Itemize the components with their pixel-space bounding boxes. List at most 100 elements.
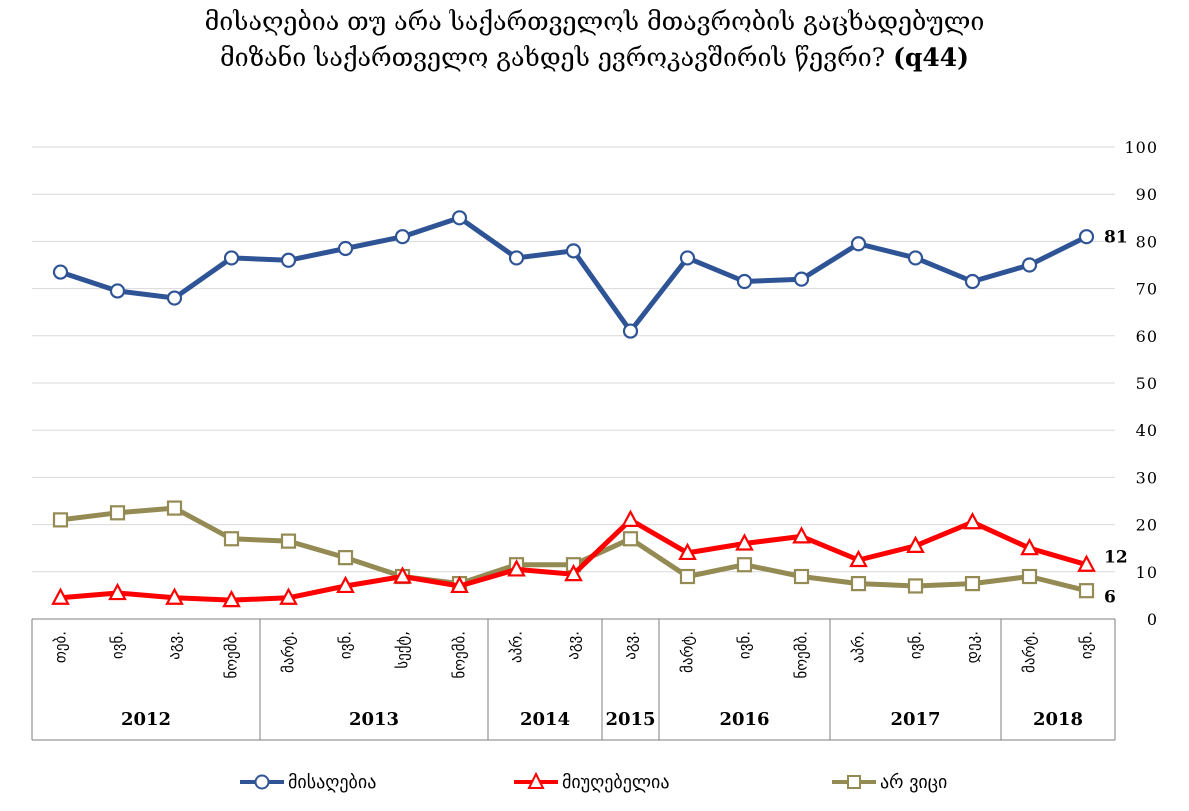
data-point xyxy=(109,505,126,521)
data-point xyxy=(621,509,640,527)
data-point xyxy=(279,587,298,605)
data-point xyxy=(222,589,241,608)
data-point xyxy=(793,271,810,287)
legend-circle-marker-icon xyxy=(240,774,284,790)
legend-triangle-marker-icon xyxy=(514,772,558,789)
data-point xyxy=(850,575,867,592)
y-tick-label: 10 xyxy=(1136,563,1158,582)
x-tick-label: ნოემბ. xyxy=(223,631,241,679)
data-point xyxy=(679,250,696,266)
data-point xyxy=(622,531,639,547)
legend-label-accept: მისაღებია xyxy=(288,771,377,793)
data-point xyxy=(565,243,582,259)
end-data-label: 12 xyxy=(1104,548,1128,568)
x-tick-label: ივნ. xyxy=(1078,631,1096,659)
year-label: 2018 xyxy=(1033,709,1083,730)
year-label: 2015 xyxy=(605,709,655,730)
title-line-2: მიზანი საქართველო გახდეს ევროკავშირის წე… xyxy=(0,40,1189,76)
data-point xyxy=(907,578,924,594)
x-tick-label: ნოემბ. xyxy=(793,631,811,679)
question-code: (q44) xyxy=(893,43,969,72)
x-tick-label: აგვ. xyxy=(166,631,184,660)
data-point xyxy=(849,549,868,568)
data-point xyxy=(108,582,127,601)
data-point xyxy=(507,559,526,577)
title-line-1: მისაღებია თუ არა საქართველოს მთავრობის გ… xyxy=(204,7,985,36)
legend-item-accept: მისაღებია xyxy=(240,764,376,800)
data-point xyxy=(223,531,240,547)
y-tick-label: 100 xyxy=(1124,138,1158,157)
x-tick-label: დეკ. xyxy=(964,631,982,663)
legend-label-dont-know: არ ვიცი xyxy=(880,771,948,793)
year-label: 2013 xyxy=(349,709,399,730)
data-point xyxy=(337,240,354,257)
y-tick-label: 50 xyxy=(1136,374,1158,393)
x-tick-label: მარტ. xyxy=(679,631,697,673)
series-line-0 xyxy=(58,215,1089,334)
data-point xyxy=(109,283,126,299)
x-tick-label: ნოემბ. xyxy=(451,631,469,679)
data-point xyxy=(1021,568,1038,585)
legend-item-not-accept: მიუღებელია xyxy=(514,764,670,800)
x-tick-label: ივნ. xyxy=(337,631,355,659)
data-point xyxy=(1021,257,1038,273)
legend: მისაღებია მიუღებელია არ ვიცი xyxy=(0,764,1189,800)
data-point xyxy=(850,236,867,252)
x-tick-label: ივნ. xyxy=(109,631,127,659)
data-point xyxy=(280,533,297,549)
data-point xyxy=(622,323,639,339)
data-point xyxy=(792,526,811,544)
data-point xyxy=(337,550,354,566)
legend-label-not-accept: მიუღებელია xyxy=(562,771,670,793)
x-tick-label: აგვ. xyxy=(622,631,640,660)
data-point xyxy=(964,575,981,592)
data-point xyxy=(736,273,753,290)
data-point xyxy=(450,575,469,594)
data-point xyxy=(51,587,70,605)
legend-item-dont-know: არ ვიცი xyxy=(832,764,947,800)
data-point xyxy=(963,511,982,530)
data-point xyxy=(52,512,69,528)
y-tick-label: 60 xyxy=(1136,327,1158,346)
data-point xyxy=(223,250,240,266)
data-point xyxy=(564,563,583,582)
y-tick-label: 90 xyxy=(1136,185,1158,204)
year-label: 2014 xyxy=(520,709,570,730)
year-label: 2012 xyxy=(121,709,171,730)
x-tick-label: აპრ. xyxy=(508,631,526,663)
x-tick-label: ივნ. xyxy=(736,631,754,659)
data-point xyxy=(166,290,183,306)
chart-title: მისაღებია თუ არა საქართველოს მთავრობის გ… xyxy=(0,4,1189,76)
data-point xyxy=(52,264,69,280)
data-point xyxy=(906,535,925,553)
data-point xyxy=(280,252,297,268)
data-point xyxy=(679,568,696,585)
data-point xyxy=(736,557,753,573)
data-point xyxy=(793,568,810,585)
y-tick-label: 0 xyxy=(1147,610,1158,629)
y-tick-label: 30 xyxy=(1136,468,1158,487)
data-point xyxy=(964,273,981,290)
x-tick-label: მარტ. xyxy=(280,631,298,673)
x-tick-label: აგვ. xyxy=(565,631,583,660)
x-tick-label: მარტ. xyxy=(1021,631,1039,673)
data-point xyxy=(336,575,355,594)
data-point xyxy=(451,210,468,226)
y-tick-label: 80 xyxy=(1136,232,1158,251)
data-point xyxy=(165,587,184,605)
y-tick-label: 20 xyxy=(1136,516,1158,535)
data-point xyxy=(508,250,525,266)
x-tick-label: სექტ, xyxy=(394,631,412,669)
data-point xyxy=(907,250,924,266)
title-line-2-main: მიზანი საქართველო გახდეს ევროკავშირის წე… xyxy=(219,43,886,72)
data-point xyxy=(166,500,183,516)
data-point xyxy=(678,542,697,561)
data-point xyxy=(1078,583,1095,599)
legend-square-marker-icon xyxy=(832,775,876,789)
line-chart: 0 10 20 30 40 50 60 70 80 90 100 2012 2013 2014 2015 20… xyxy=(31,138,1158,741)
x-tick-label: ივნ. xyxy=(907,631,925,659)
data-point xyxy=(1020,537,1039,556)
x-tick-label: აპრ. xyxy=(850,631,868,663)
data-point xyxy=(393,566,412,584)
data-point xyxy=(1078,229,1095,245)
